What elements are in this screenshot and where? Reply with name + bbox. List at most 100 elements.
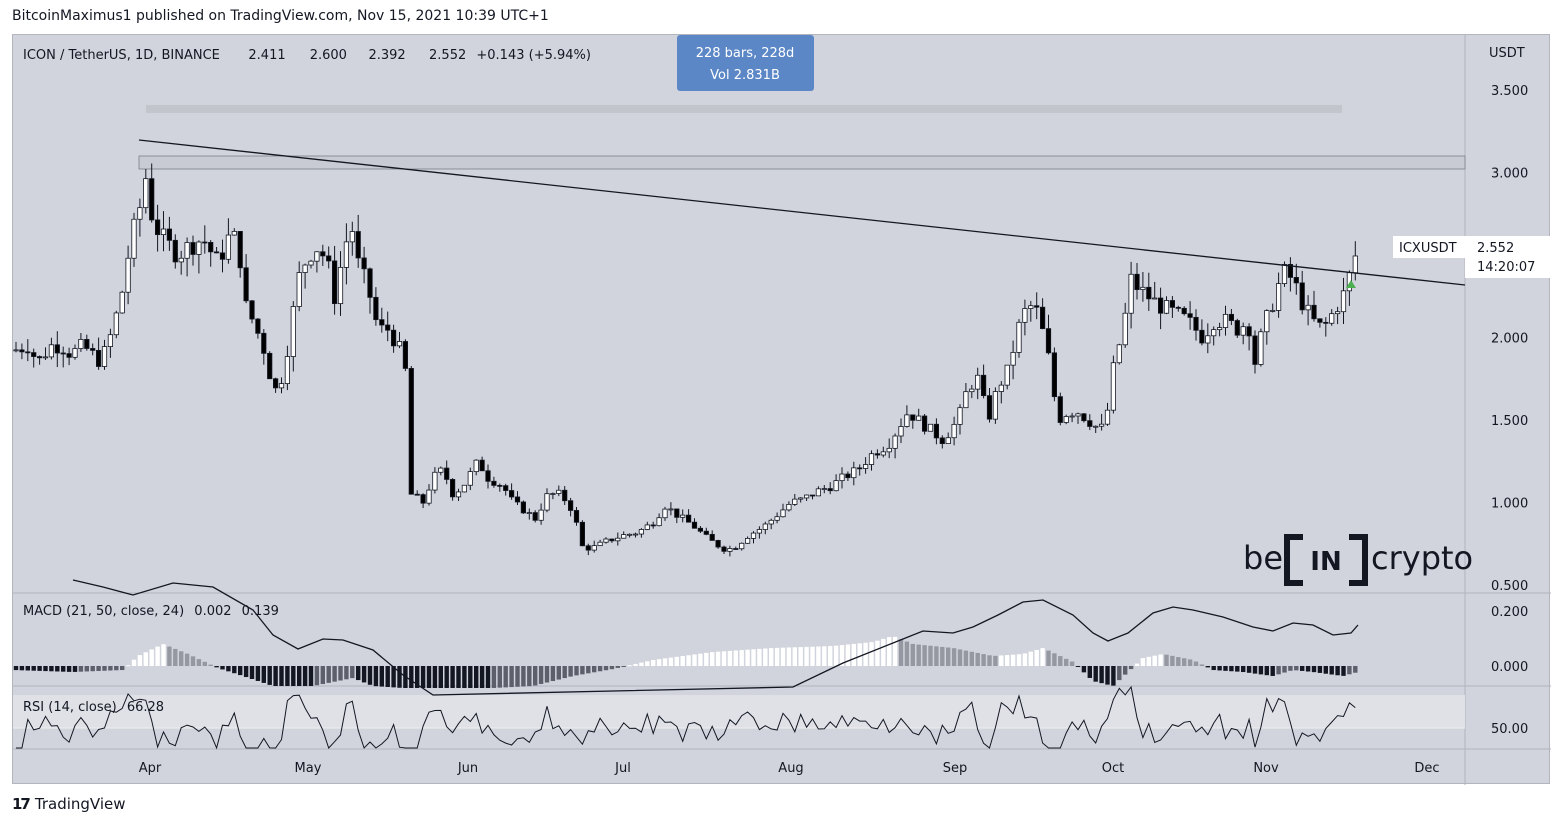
macd-bar (1134, 663, 1140, 666)
price-tick-6: 0.500 (1491, 579, 1528, 594)
svg-text:ICON / TetherUS, 1D, BINANCE: ICON / TetherUS, 1D, BINANCE O 2.411 H 2… (23, 48, 591, 63)
macd-bar (940, 646, 945, 666)
macd-bar (680, 656, 685, 666)
candle-body (219, 252, 226, 260)
macd-bar (1034, 649, 1039, 666)
macd-bar (1282, 666, 1287, 673)
candle-body (568, 500, 574, 511)
macd-bar (1264, 666, 1269, 676)
candle-body (603, 538, 609, 543)
macd-bar (946, 647, 951, 666)
macd-bar (462, 666, 467, 688)
macd-bar (385, 666, 390, 687)
macd-bar (739, 650, 744, 666)
macd-bar (845, 644, 851, 666)
candle-body (331, 260, 338, 305)
change-value: +0.143 (+5.94%) (476, 48, 591, 63)
open-label: O (234, 48, 244, 63)
candle-body (851, 467, 857, 479)
macd-bar (1093, 666, 1098, 682)
macd-bar (1099, 666, 1104, 684)
candle-body (632, 533, 639, 536)
macd-bar (533, 666, 538, 686)
candle-body (479, 459, 485, 472)
macd-bar (361, 666, 367, 683)
candle-body (739, 542, 745, 550)
macd-bar (474, 666, 479, 688)
candle-body (969, 388, 975, 393)
macd-bar (338, 666, 343, 681)
time-axis-group: Apr May Jun Jul Aug Sep Oct Nov Dec (139, 761, 1440, 776)
candle-body (644, 524, 650, 530)
candle-body (627, 533, 633, 536)
candle-body (1246, 326, 1252, 337)
candle-body (868, 453, 875, 465)
macd-bar (479, 666, 485, 688)
macd-bar (1128, 666, 1134, 670)
candle-body (178, 257, 184, 263)
chart-canvas[interactable]: ICON / TetherUS, 1D, BINANCE O 2.411 H 2… (13, 35, 1551, 785)
macd-label: MACD (21, 50, close, 24) 0.002 0.139 (23, 604, 279, 619)
candle-body (249, 300, 255, 320)
macd-bar (249, 666, 255, 679)
macd-bar (757, 648, 762, 666)
candle-body (880, 451, 886, 456)
high-label: H (296, 48, 306, 63)
macd-bar (898, 639, 904, 666)
candle-body (326, 255, 332, 262)
macd-bar (291, 666, 296, 686)
candle-body (538, 509, 544, 521)
macd-bar (763, 648, 768, 666)
publish-info: BitcoinMaximus1 published on TradingView… (12, 8, 549, 24)
macd-bar (651, 659, 656, 666)
candle-body (1340, 290, 1347, 313)
candle-body (231, 231, 237, 236)
macd-bar (149, 649, 154, 666)
macd-bar (999, 655, 1004, 666)
candle-body (1163, 300, 1170, 314)
measure-box (677, 35, 814, 91)
macd-bar (710, 652, 715, 666)
macd-bar (1040, 648, 1045, 666)
footer[interactable]: 17 TradingView (12, 795, 126, 813)
candle-body (550, 493, 556, 495)
candle-body (337, 266, 344, 305)
macd-bar (550, 666, 556, 682)
macd-bar (857, 643, 862, 666)
macd-bar (586, 666, 591, 674)
macd-bar (1211, 666, 1216, 671)
candle-body (780, 509, 786, 518)
candle-body (284, 356, 291, 384)
macd-bar (1022, 653, 1028, 666)
macd-bar (1288, 666, 1293, 671)
macd-bar (1199, 664, 1205, 666)
macd-bar (373, 666, 379, 687)
macd-bar (1217, 666, 1222, 671)
candle-body (1258, 331, 1264, 365)
macd-bar (468, 666, 473, 688)
time-label-jun: Jun (457, 761, 478, 776)
macd-bar (1123, 666, 1128, 675)
descending-trendline (138, 139, 1466, 286)
macd-bar (125, 665, 131, 667)
candle-body (562, 489, 568, 502)
candle-body (1234, 320, 1240, 336)
macd-bar (562, 666, 567, 679)
candle-body (573, 510, 580, 523)
candle-body (951, 423, 957, 439)
macd-bar (774, 647, 780, 666)
chart-frame[interactable]: ICON / TetherUS, 1D, BINANCE O 2.411 H 2… (12, 34, 1551, 785)
candle-body (1311, 304, 1317, 320)
candle-body (1099, 423, 1105, 427)
macd-bar (297, 666, 302, 686)
candle-body (101, 346, 108, 367)
candle-body (237, 231, 243, 269)
time-label-may: May (295, 761, 322, 776)
macd-bar (957, 649, 963, 666)
macd-bar (379, 666, 384, 687)
candle-body (160, 228, 167, 236)
macd-bar (279, 666, 284, 686)
candle-body (119, 291, 125, 314)
macd-bar (662, 658, 668, 666)
macd-bar (155, 646, 160, 666)
